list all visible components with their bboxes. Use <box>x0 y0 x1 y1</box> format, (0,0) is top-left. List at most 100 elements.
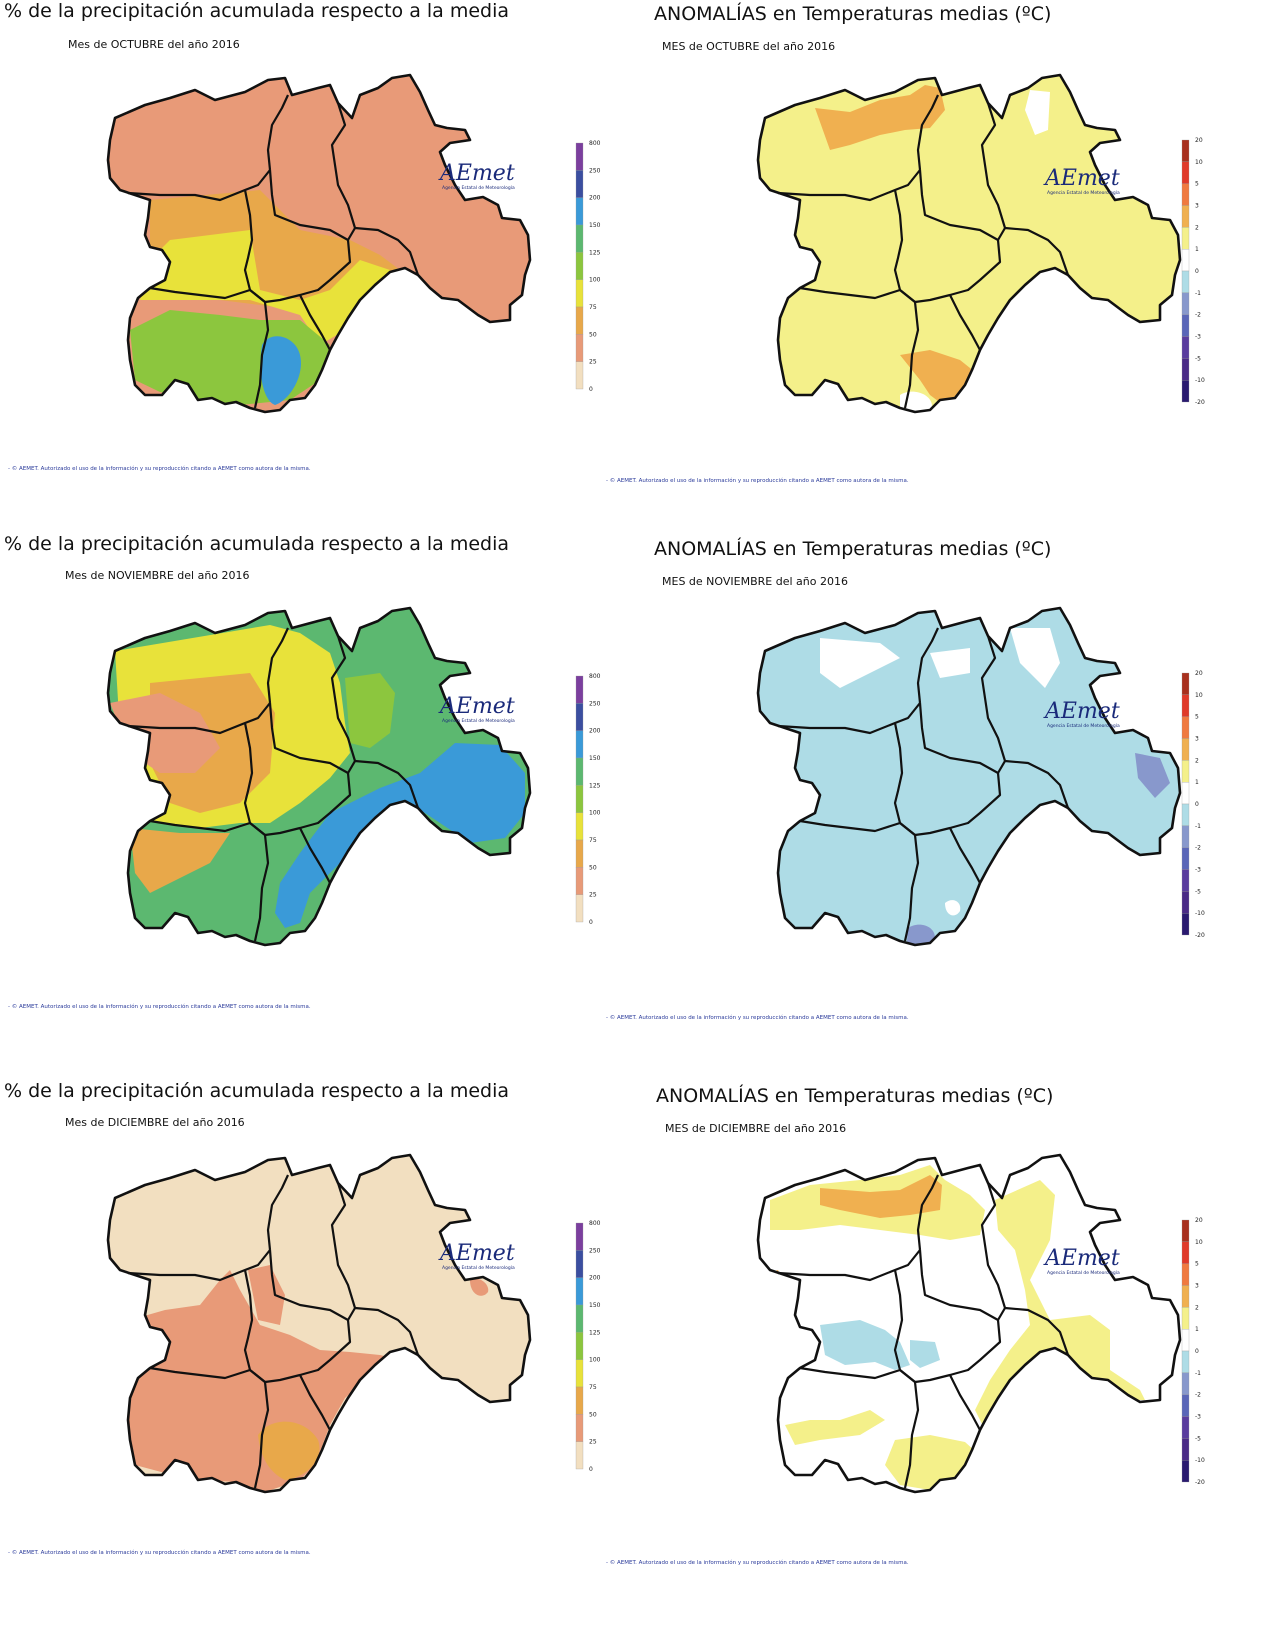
region-fill <box>108 608 530 945</box>
legend-swatch <box>1181 1460 1190 1483</box>
map-title: ANOMALÍAS en Temperaturas medias (ºC) <box>656 1085 1054 1107</box>
legend-label: 1 <box>1195 1326 1199 1333</box>
logo-subtext: Agencia Estatal de Meteorología <box>442 717 515 724</box>
legend-label: 800 <box>589 140 601 147</box>
legend-label: 100 <box>589 810 601 817</box>
province-border <box>777 1249 921 1282</box>
copyright-footer: - © AEMET. Autorizado el uso de la infor… <box>8 466 311 472</box>
legend-swatch <box>575 170 584 198</box>
province-border <box>893 1269 904 1371</box>
legend-swatch <box>575 730 584 759</box>
legend-label: 125 <box>589 249 601 256</box>
province-border <box>253 834 270 942</box>
anomaly-zone <box>820 1320 910 1370</box>
legend-swatch <box>1181 694 1190 717</box>
province-border <box>266 627 289 704</box>
legend-label: 10 <box>1195 692 1203 699</box>
map-title: % de la precipitación acumulada respecto… <box>4 533 510 555</box>
map-subtitle: Mes de NOVIEMBRE del año 2016 <box>65 569 250 582</box>
region-fill <box>758 608 1180 945</box>
province-border <box>299 294 331 351</box>
province-border <box>980 1182 1007 1321</box>
region-base <box>758 75 1180 412</box>
legend-swatch <box>1181 161 1190 184</box>
legend-swatch <box>575 812 584 841</box>
map-subtitle: Mes de DICIEMBRE del año 2016 <box>65 1116 245 1129</box>
legend-swatch <box>575 1222 584 1251</box>
legend-swatch <box>1181 139 1190 162</box>
legend-swatch <box>1181 270 1190 293</box>
legend-swatch <box>1181 183 1190 206</box>
anomaly-zone <box>1025 90 1050 135</box>
legend-label: 200 <box>589 1275 601 1282</box>
legend-label: 10 <box>1195 159 1203 166</box>
map-title: % de la precipitación acumulada respecto… <box>4 0 510 22</box>
province-border <box>918 169 999 241</box>
province-border <box>1004 759 1070 809</box>
logo-text: AEmet <box>1043 166 1120 191</box>
legend-swatch <box>1181 825 1190 848</box>
legend-label: -2 <box>1195 845 1201 852</box>
legend-swatch <box>1181 336 1190 359</box>
legend-swatch <box>575 197 584 226</box>
panel-temp-dic: ANOMALÍAS en Temperaturas medias (ºC) ME… <box>606 1080 1270 1620</box>
anomaly-zone <box>1010 628 1060 688</box>
legend-swatch <box>1181 1394 1190 1417</box>
province-border <box>253 301 270 409</box>
province-borders <box>127 627 420 942</box>
map-title: ANOMALÍAS en Temperaturas medias (ºC) <box>654 3 1052 25</box>
legend-label: 0 <box>1195 268 1199 275</box>
province-border <box>253 1381 270 1489</box>
province-border <box>127 169 271 202</box>
legend-label: 3 <box>1195 1283 1199 1290</box>
legend-swatch <box>1181 1350 1190 1373</box>
panel-precip-nov: % de la precipitación acumulada respecto… <box>0 533 620 1073</box>
province-border <box>354 1306 420 1356</box>
province-border <box>243 1269 254 1371</box>
legend-label: -10 <box>1195 1457 1205 1464</box>
province-borders <box>127 1174 420 1489</box>
legend-label: 125 <box>589 1329 601 1336</box>
province-border <box>799 286 916 303</box>
legend-label: 0 <box>589 386 593 393</box>
region-outline <box>106 606 532 947</box>
legend-label: 3 <box>1195 203 1199 210</box>
legend-label: 75 <box>589 1384 597 1391</box>
legend-label: 20 <box>1195 137 1203 144</box>
province-border <box>918 1249 999 1321</box>
province-border <box>330 102 357 241</box>
anomaly-zone <box>275 743 525 928</box>
legend-label: 200 <box>589 728 601 735</box>
legend-swatch <box>1181 891 1190 914</box>
legend-swatch <box>575 1386 584 1415</box>
legend-label: 1 <box>1195 779 1199 786</box>
province-border <box>899 1319 1002 1384</box>
province-border <box>127 1249 271 1282</box>
legend-swatch <box>1181 380 1190 403</box>
logo-subtext: Agencia Estatal de Meteorología <box>442 184 515 191</box>
province-border <box>354 759 420 809</box>
legend-label: 5 <box>1195 714 1199 721</box>
copyright-footer: - © AEMET. Autorizado el uso de la infor… <box>606 1560 909 1566</box>
province-border <box>916 627 939 704</box>
map-group <box>756 1153 1182 1494</box>
legend-swatch <box>575 361 584 390</box>
anomaly-zone <box>140 230 390 345</box>
legend-swatch <box>575 675 584 704</box>
legend-swatch <box>575 839 584 868</box>
legend-swatch <box>575 1359 584 1388</box>
legend-label: 5 <box>1195 1261 1199 1268</box>
panel-precip-dic: % de la precipitación acumulada respecto… <box>0 1080 620 1620</box>
province-border <box>268 702 349 774</box>
logo-subtext: Agencia Estatal de Meteorología <box>1047 722 1120 729</box>
anomaly-zone <box>248 1265 285 1325</box>
anomaly-zone <box>945 900 961 916</box>
logo-text: AEmet <box>1043 699 1120 724</box>
anomaly-zone <box>258 1421 320 1480</box>
legend-label: 0 <box>589 919 593 926</box>
region-outline <box>756 1153 1182 1494</box>
